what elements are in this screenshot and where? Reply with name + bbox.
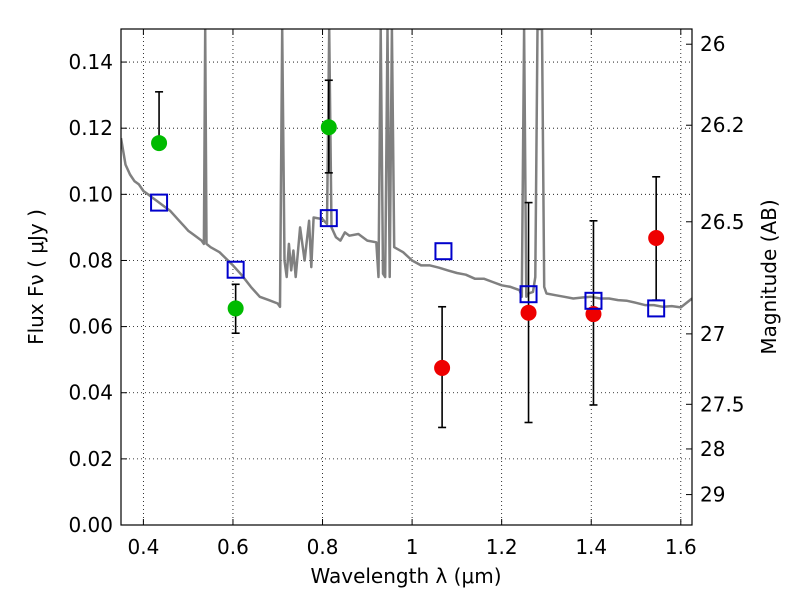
right-axis-tick-label: 26 xyxy=(700,32,725,56)
x-tick-label: 1 xyxy=(406,535,419,559)
y-tick-label: 0.12 xyxy=(68,116,113,140)
right-axis-tick-label: 29 xyxy=(700,483,725,507)
plot-area xyxy=(121,29,692,525)
model-photometry-point xyxy=(584,291,603,310)
x-tick-label: 1.4 xyxy=(575,535,607,559)
right-axis-tick-label: 27 xyxy=(700,322,725,346)
y-tick-label: 0.02 xyxy=(68,447,113,471)
model-photometry-point xyxy=(434,242,453,261)
y-axis-label-right: Magnitude (AB) xyxy=(757,199,781,354)
model-photometry-point xyxy=(226,260,245,279)
detection-point xyxy=(227,300,244,317)
x-tick-label: 1.2 xyxy=(486,535,518,559)
x-tick-label: 0.4 xyxy=(127,535,159,559)
model-spectrum-group xyxy=(121,29,692,309)
model-photometry-point xyxy=(519,285,538,304)
right-axis-tick-label: 28 xyxy=(700,437,725,461)
upper-limit-point xyxy=(585,306,602,323)
right-axis-tick-label: 27.5 xyxy=(700,392,745,416)
y-tick-label: 0.10 xyxy=(68,182,113,206)
y-tick-label: 0.04 xyxy=(68,381,113,405)
right-axis-tick-label: 26.2 xyxy=(700,113,745,137)
upper-limit-point xyxy=(434,359,451,376)
y-axis-right: 26 26.2 26.5 27 27.5 28 29 xyxy=(686,32,745,507)
model-photometry-point xyxy=(150,193,169,212)
marker-group xyxy=(150,119,666,376)
y-tick-label: 0.14 xyxy=(68,50,113,74)
x-axis-label: Wavelength λ (μm) xyxy=(310,564,501,588)
y-tick-label: 0.08 xyxy=(68,248,113,272)
x-tick-label: 1.6 xyxy=(665,535,697,559)
upper-limit-point xyxy=(648,229,665,246)
x-tick-label: 0.6 xyxy=(217,535,249,559)
model-spectrum-line xyxy=(121,29,692,309)
x-tick-label: 0.8 xyxy=(307,535,339,559)
y-axis-left: 0.00 0.02 0.04 0.06 0.08 0.10 0.12 0.14 xyxy=(68,50,127,537)
x-axis: 0.4 0.6 0.8 1 1.2 1.4 1.6 xyxy=(127,29,697,559)
detection-point xyxy=(151,135,168,152)
upper-limit-point xyxy=(520,304,537,321)
model-photometry-point xyxy=(319,209,338,228)
model-photometry-point xyxy=(647,299,666,318)
y-tick-label: 0.00 xyxy=(68,513,113,537)
right-axis-tick-label: 26.5 xyxy=(700,210,745,234)
detection-point xyxy=(320,119,337,136)
y-tick-label: 0.06 xyxy=(68,315,113,339)
plot-frame xyxy=(120,28,693,526)
y-axis-label-left: Flux Fν ( μJy ) xyxy=(24,209,48,345)
